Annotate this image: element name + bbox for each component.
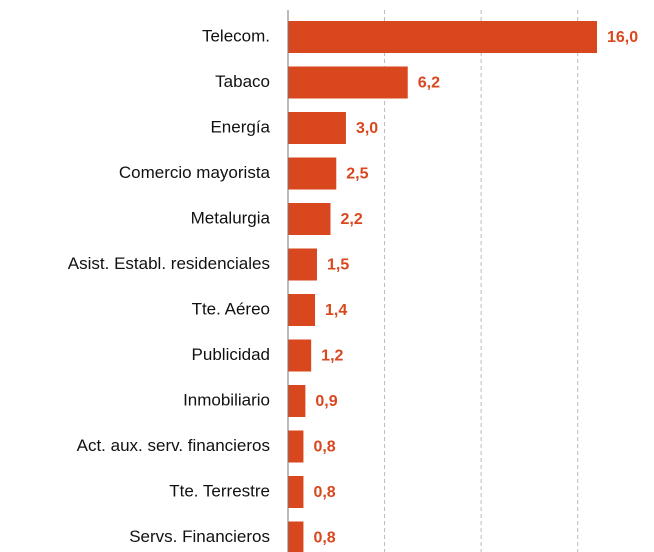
category-label: Act. aux. serv. financieros — [77, 436, 270, 455]
bar — [288, 21, 597, 53]
category-label: Inmobiliario — [183, 390, 270, 409]
category-label: Energía — [210, 117, 270, 136]
bar — [288, 339, 312, 372]
value-label: 1,5 — [327, 257, 349, 274]
bar — [288, 476, 304, 508]
bar — [288, 112, 346, 144]
category-label: Publicidad — [192, 345, 270, 364]
category-label: Metalurgia — [191, 208, 271, 227]
bar — [288, 203, 331, 235]
value-label: 2,2 — [340, 211, 362, 228]
bar — [288, 66, 408, 99]
value-label: 0,9 — [315, 393, 337, 410]
value-label: 0,8 — [313, 484, 335, 501]
value-label: 6,2 — [418, 75, 440, 92]
bar — [288, 521, 304, 552]
value-label: 1,2 — [321, 348, 343, 365]
category-label: Asist. Establ. residenciales — [68, 254, 270, 273]
category-label: Telecom. — [202, 26, 270, 45]
value-label: 0,8 — [313, 439, 335, 456]
value-label: 3,0 — [356, 120, 378, 137]
bar — [288, 385, 306, 417]
category-label: Tabaco — [215, 72, 270, 91]
category-label: Servs. Financieros — [129, 527, 270, 546]
value-label: 16,0 — [607, 29, 638, 46]
bar — [288, 248, 317, 281]
category-label: Tte. Aéreo — [192, 299, 270, 318]
bar — [288, 430, 304, 463]
value-label: 2,5 — [346, 166, 368, 183]
value-label: 1,4 — [325, 302, 347, 319]
category-label: Comercio mayorista — [119, 163, 271, 182]
category-label: Tte. Terrestre — [169, 481, 270, 500]
value-label: 0,8 — [313, 530, 335, 547]
bar — [288, 157, 337, 190]
bar — [288, 294, 316, 326]
